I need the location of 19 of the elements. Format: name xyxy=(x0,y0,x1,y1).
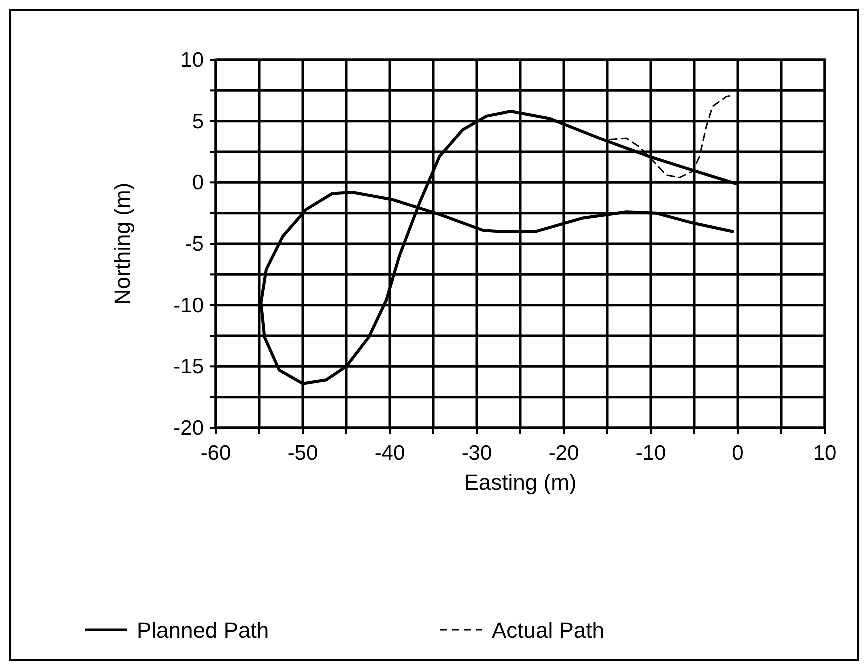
x-tick-label: -20 xyxy=(548,442,580,465)
y-tick-label: -20 xyxy=(174,417,204,440)
legend-label: Actual Path xyxy=(492,618,605,643)
y-tick-label: -10 xyxy=(174,294,204,318)
x-tick-label: -40 xyxy=(374,442,406,465)
x-tick-label: -50 xyxy=(288,442,318,465)
legend-label: Planned Path xyxy=(137,618,270,643)
x-tick-label: 0 xyxy=(732,442,744,465)
x-tick-label: 10 xyxy=(813,442,837,465)
y-tick-label: -5 xyxy=(185,233,204,256)
y-axis-title: Northing (m) xyxy=(110,182,135,306)
x-tick-label: -10 xyxy=(636,442,666,465)
y-tick-label: 5 xyxy=(192,110,204,134)
x-tick-label: -30 xyxy=(462,442,492,465)
y-tick-label: 0 xyxy=(192,172,204,195)
y-tick-label: -15 xyxy=(174,356,204,379)
x-tick-label: -60 xyxy=(200,442,232,465)
y-tick-label: 10 xyxy=(180,49,204,72)
x-axis-title: Easting (m) xyxy=(464,470,577,495)
